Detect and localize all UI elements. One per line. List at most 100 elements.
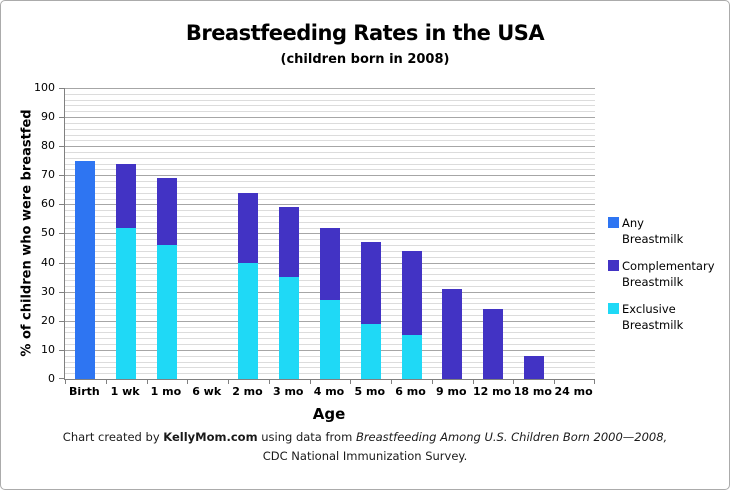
caption-brand: KellyMom.com	[163, 430, 258, 444]
x-tick-label: 6 mo	[395, 385, 426, 398]
y-tick-mark	[59, 233, 64, 234]
y-tick-label: 70	[41, 168, 55, 181]
x-tick-label: Birth	[69, 385, 100, 398]
x-tick-mark	[187, 379, 188, 384]
y-tick-mark	[59, 175, 64, 176]
y-tick-mark	[59, 204, 64, 205]
bar-segment	[116, 164, 136, 228]
minor-gridline	[65, 140, 595, 141]
legend-swatch	[608, 303, 619, 314]
x-tick-mark	[269, 379, 270, 384]
x-tick-mark	[147, 379, 148, 384]
minor-gridline	[65, 164, 595, 165]
caption-middle: using data from	[257, 430, 356, 444]
x-tick-mark	[310, 379, 311, 384]
x-tick-label: 12 mo	[472, 385, 512, 398]
legend-label-line: Breastmilk	[622, 275, 684, 289]
minor-gridline	[65, 199, 595, 200]
minor-gridline	[65, 210, 595, 211]
legend-swatch	[608, 260, 619, 271]
bar-segment	[361, 324, 381, 379]
minor-gridline	[65, 158, 595, 159]
y-tick-mark	[59, 321, 64, 322]
y-tick-mark	[59, 117, 64, 118]
bar-segment	[238, 193, 258, 263]
y-axis-tick-labels: 0 10 20 30 40 50 60 70 80 90 100	[1, 81, 64, 385]
bar-segment	[320, 300, 340, 379]
y-tick-mark	[59, 146, 64, 147]
x-tick-mark	[432, 379, 433, 384]
x-tick-mark	[513, 379, 514, 384]
y-tick-mark	[59, 378, 64, 379]
x-tick-mark	[228, 379, 229, 384]
legend-label: Exclusive Breastmilk	[622, 301, 683, 333]
x-tick-label: 3 mo	[272, 385, 304, 398]
bar-segment	[279, 207, 299, 277]
bar-segment	[320, 228, 340, 300]
x-tick-label: 24 mo	[554, 385, 593, 398]
bar-segment	[157, 245, 177, 379]
x-tick-label: 1 wk	[110, 385, 140, 398]
y-tick-mark	[59, 263, 64, 264]
y-tick-label: 20	[41, 314, 55, 327]
legend-label-line: Complementary	[622, 259, 715, 273]
legend-item: Complementary Breastmilk	[608, 258, 726, 290]
x-tick-label: 4 mo	[313, 385, 345, 398]
y-tick-label: 50	[41, 226, 55, 239]
x-tick-mark	[594, 379, 595, 384]
x-tick-label: 2 mo	[232, 385, 263, 398]
x-tick-label: 5 mo	[354, 385, 386, 398]
minor-gridline	[65, 216, 595, 217]
legend-label-line: Any	[622, 216, 644, 230]
minor-gridline	[65, 135, 595, 136]
minor-gridline	[65, 123, 595, 124]
minor-gridline	[65, 187, 595, 188]
y-tick-label: 40	[41, 256, 55, 269]
x-tick-mark	[554, 379, 555, 384]
major-gridline	[65, 88, 595, 89]
caption-source-title: Breastfeeding Among U.S. Children Born 2…	[355, 430, 668, 444]
major-gridline	[65, 175, 595, 176]
source-caption: Chart created by KellyMom.com using data…	[1, 430, 729, 444]
caption-prefix: Chart created by	[62, 430, 164, 444]
minor-gridline	[65, 94, 595, 95]
legend-label-line: Exclusive	[622, 302, 676, 316]
legend-item: Exclusive Breastmilk	[608, 301, 726, 333]
x-tick-label: 18 mo	[513, 385, 552, 398]
legend-item: Any Breastmilk	[608, 215, 726, 247]
chart-title: Breastfeeding Rates in the USA	[185, 21, 545, 45]
bar-segment	[75, 161, 95, 379]
y-tick-label: 30	[41, 285, 55, 298]
source-caption-line2: CDC National Immunization Survey.	[262, 449, 468, 463]
x-tick-label: 6 wk	[192, 385, 222, 398]
x-tick-mark	[106, 379, 107, 384]
y-tick-mark	[59, 88, 64, 89]
legend-label: Any Breastmilk	[622, 215, 683, 247]
bar-segment	[361, 242, 381, 324]
legend-label-line: Breastmilk	[622, 232, 684, 246]
y-tick-label: 100	[34, 81, 55, 94]
x-tick-mark	[391, 379, 392, 384]
minor-gridline	[65, 111, 595, 112]
x-axis-title: Age	[312, 405, 346, 423]
bar-segment	[402, 335, 422, 379]
y-tick-mark	[59, 350, 64, 351]
bar-segment	[157, 178, 177, 245]
major-gridline	[65, 204, 595, 205]
minor-gridline	[65, 222, 595, 223]
minor-gridline	[65, 181, 595, 182]
x-tick-mark	[350, 379, 351, 384]
bar-segment	[483, 309, 503, 379]
y-tick-label: 60	[41, 197, 55, 210]
bar-segment	[524, 356, 544, 379]
minor-gridline	[65, 193, 595, 194]
y-tick-mark	[59, 292, 64, 293]
plot-area	[64, 88, 595, 384]
y-tick-label: 10	[41, 343, 55, 356]
y-tick-label: 0	[48, 372, 55, 385]
legend: Any Breastmilk Complementary Breastmilk Excl…	[608, 215, 726, 344]
bar-segment	[402, 251, 422, 335]
bar-segment	[238, 263, 258, 379]
x-tick-mark	[65, 379, 66, 384]
